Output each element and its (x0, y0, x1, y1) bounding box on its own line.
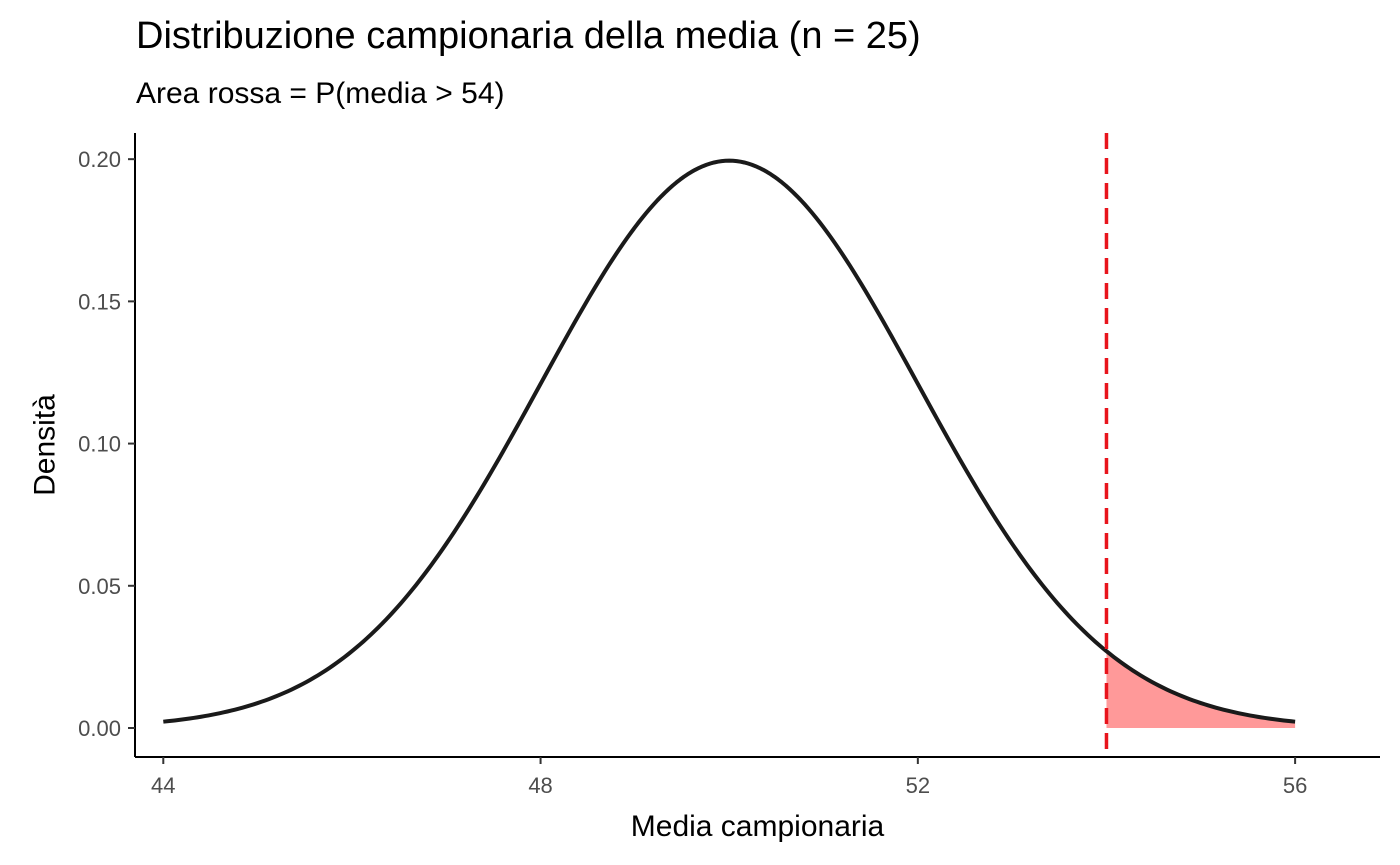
chart-title: Distribuzione campionaria della media (n… (136, 15, 921, 57)
y-tick-label: 0.00 (78, 716, 121, 741)
density-curve (163, 158, 1296, 724)
chart-subtitle: Area rossa = P(media > 54) (136, 77, 505, 110)
y-tick-label: 0.20 (78, 147, 121, 172)
x-axis-title: Media campionaria (631, 810, 885, 843)
shaded-tail-area (1106, 651, 1296, 728)
x-tick-label: 52 (906, 773, 930, 798)
x-ticks: 44 48 52 56 (151, 757, 1307, 798)
y-axis-title: Densità (29, 394, 62, 496)
y-tick-label: 0.15 (78, 289, 121, 314)
y-ticks: 0.00 0.05 0.10 0.15 0.20 (78, 147, 135, 741)
x-tick-label: 44 (151, 773, 175, 798)
y-tick-label: 0.10 (78, 432, 121, 457)
y-tick-label: 0.05 (78, 574, 121, 599)
x-tick-label: 56 (1283, 773, 1307, 798)
x-tick-label: 48 (528, 773, 552, 798)
